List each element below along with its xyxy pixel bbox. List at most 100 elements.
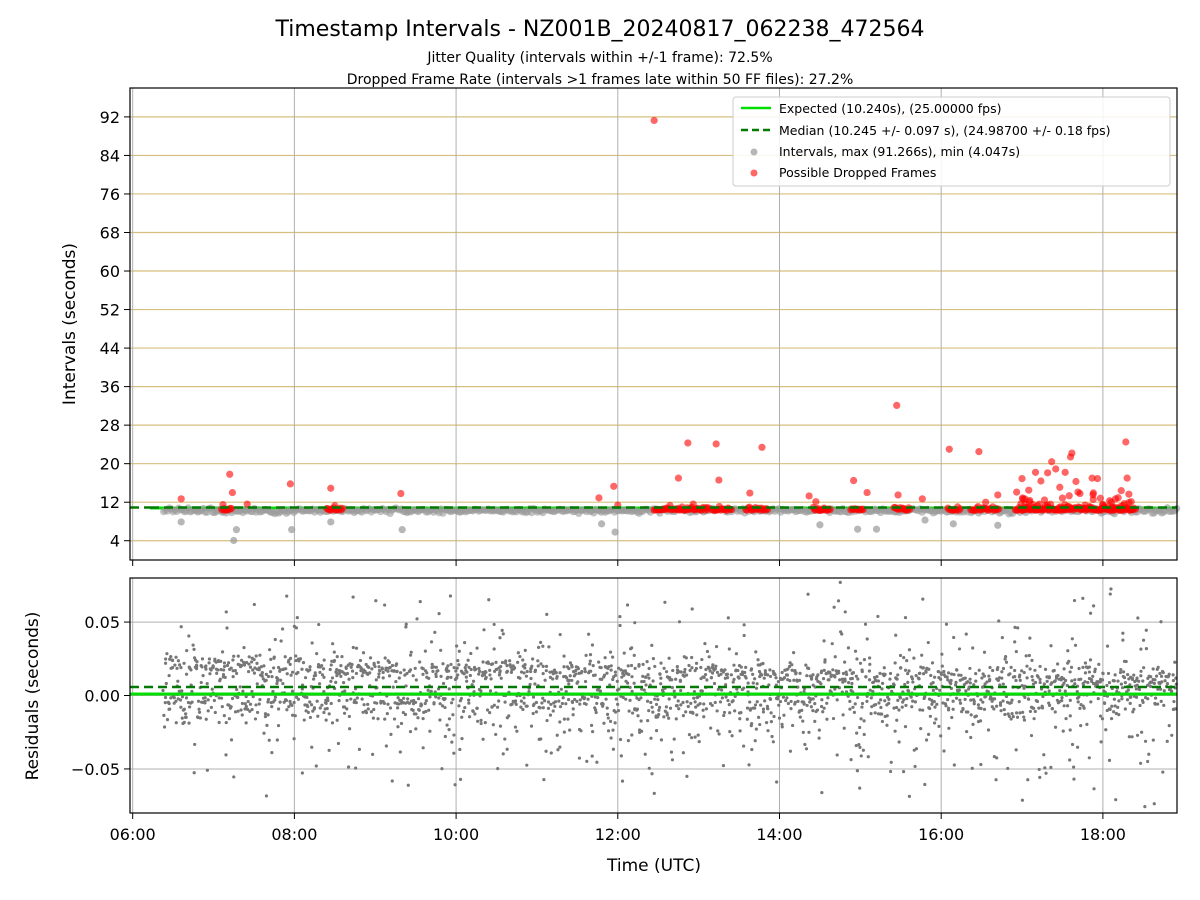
residual-point: [1079, 724, 1083, 728]
residual-point: [162, 713, 166, 717]
dropped-frame-point: [956, 505, 964, 513]
residual-point: [692, 696, 696, 700]
residual-point: [893, 729, 897, 733]
residual-point: [208, 672, 212, 676]
residual-point: [862, 657, 867, 662]
residual-point: [431, 669, 435, 674]
residual-point: [250, 689, 254, 694]
residual-point: [895, 718, 899, 722]
residual-point: [753, 703, 758, 707]
residual-point: [709, 726, 713, 730]
residual-point: [498, 636, 502, 640]
residual-point: [833, 655, 837, 659]
residual-point: [574, 672, 578, 676]
residual-point: [1151, 667, 1155, 671]
residual-point: [766, 707, 770, 711]
residual-point: [222, 664, 227, 669]
residual-point: [322, 710, 326, 715]
residual-point: [775, 780, 779, 784]
residual-point: [313, 671, 317, 675]
residual-point: [613, 670, 618, 674]
residual-point: [432, 702, 436, 706]
residual-point: [562, 717, 566, 721]
residual-point: [316, 714, 320, 718]
intervals-y-tick-label: 52: [100, 301, 120, 320]
residual-point: [786, 701, 790, 706]
residual-point: [440, 704, 445, 708]
residual-point: [807, 730, 811, 734]
residual-point: [1119, 668, 1123, 672]
residual-point: [1009, 701, 1013, 705]
residual-point: [900, 705, 904, 709]
residual-point: [188, 705, 192, 709]
residual-point: [205, 682, 209, 686]
residual-point: [674, 717, 678, 721]
residual-point: [460, 715, 464, 719]
residual-point: [744, 665, 748, 669]
residual-point: [829, 673, 834, 677]
interval-point: [327, 518, 335, 526]
residual-point: [259, 665, 263, 669]
residual-point: [1077, 666, 1081, 671]
residual-point: [902, 698, 906, 702]
residual-point: [904, 703, 908, 708]
residual-point: [541, 696, 545, 700]
interval-point: [872, 525, 881, 533]
residual-point: [766, 729, 770, 733]
residual-point: [790, 668, 794, 672]
residual-point: [871, 680, 876, 684]
residual-point: [919, 727, 923, 731]
residual-point: [1161, 770, 1165, 774]
residual-point: [768, 668, 772, 672]
residual-point: [1079, 677, 1083, 681]
residual-point: [302, 718, 306, 722]
residual-point: [182, 720, 186, 724]
residual-point: [907, 689, 911, 693]
residual-point: [684, 656, 688, 660]
residual-point: [667, 656, 671, 660]
residual-point: [288, 656, 293, 660]
residual-point: [386, 702, 390, 706]
residual-point: [843, 679, 847, 683]
residual-point: [305, 695, 309, 700]
dropped-frame-point: [1125, 490, 1133, 498]
residual-point: [1000, 676, 1004, 680]
residual-point: [857, 743, 861, 747]
residual-point: [903, 725, 908, 729]
residual-point: [831, 668, 835, 672]
residual-point: [1167, 672, 1171, 676]
residual-point: [454, 669, 458, 673]
residual-point: [670, 685, 674, 690]
residual-point: [340, 655, 344, 659]
residual-point: [533, 668, 538, 672]
residual-point: [725, 672, 730, 676]
x-tick-label: 12:00: [595, 825, 641, 844]
residual-point: [659, 682, 663, 686]
residual-point: [1132, 707, 1136, 711]
residual-point: [608, 719, 613, 723]
residual-point: [413, 700, 418, 705]
residual-point: [789, 699, 793, 704]
dropped-frame-point: [746, 489, 754, 497]
residual-point: [317, 622, 321, 627]
residual-point: [687, 663, 691, 668]
residual-point: [448, 594, 453, 598]
residual-point: [450, 740, 454, 744]
residual-point: [584, 653, 588, 657]
residual-point: [589, 723, 594, 727]
residual-point: [528, 682, 532, 687]
residual-point: [218, 677, 222, 681]
residual-point: [314, 673, 318, 678]
legend-intervals-swatch: [750, 148, 758, 156]
residual-point: [1021, 710, 1025, 714]
residual-point: [1038, 775, 1042, 779]
residual-point: [168, 657, 172, 661]
residual-point: [1028, 667, 1032, 671]
residual-point: [280, 627, 285, 631]
residual-point: [428, 729, 432, 733]
residual-point: [571, 713, 575, 717]
residual-point: [373, 664, 377, 669]
residual-point: [300, 667, 304, 671]
residual-point: [509, 670, 514, 674]
residual-point: [324, 701, 328, 705]
